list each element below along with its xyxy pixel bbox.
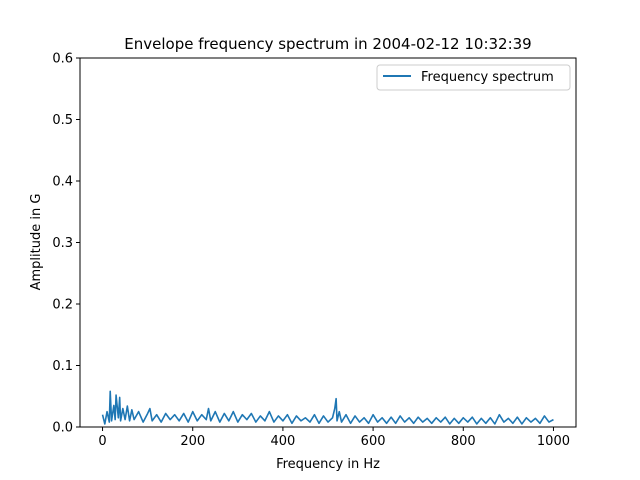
x-tick-label: 0: [98, 434, 106, 449]
y-axis-label: Amplitude in G: [29, 194, 44, 291]
x-tick-label: 800: [451, 434, 476, 449]
legend-entry-frequency-spectrum: Frequency spectrum: [421, 70, 554, 85]
x-tick-label: 400: [270, 434, 295, 449]
legend: Frequency spectrum: [376, 64, 571, 91]
y-tick-label: 0.5: [52, 113, 73, 128]
series-layer: [101, 390, 554, 425]
y-tick-label: 0.4: [52, 175, 73, 190]
series-line-frequency-spectrum: [101, 390, 554, 425]
y-tick-label: 0.2: [52, 298, 73, 313]
y-tick-label: 0.0: [52, 421, 73, 436]
y-tick-label: 0.3: [52, 236, 73, 251]
x-tick-label: 200: [180, 434, 205, 449]
x-axis: 0 200 400 600 800 1000: [98, 427, 570, 449]
y-axis: 0.0 0.1 0.2 0.3 0.4 0.5 0.6: [52, 52, 80, 436]
y-tick-label: 0.6: [52, 52, 73, 67]
legend-box: [376, 64, 571, 91]
axes-frame: [79, 57, 577, 428]
x-axis-label: Frequency in Hz: [276, 457, 380, 472]
plot-area: [79, 57, 577, 428]
x-tick-label: 1000: [537, 434, 570, 449]
chart-title: Envelope frequency spectrum in 2004-02-1…: [124, 35, 531, 53]
x-tick-label: 600: [361, 434, 386, 449]
y-tick-label: 0.1: [52, 359, 73, 374]
